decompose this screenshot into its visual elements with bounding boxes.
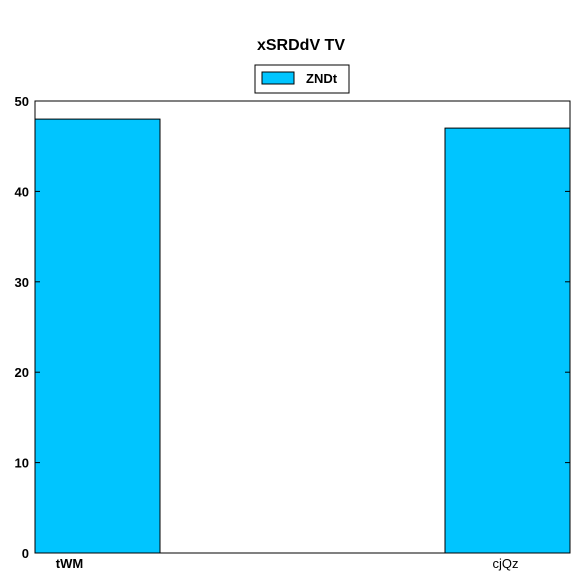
chart-title: xSRDdV TV (257, 37, 345, 54)
y-axis: 0 10 20 30 40 50 (15, 94, 570, 561)
legend-label: ZNDt (306, 71, 338, 86)
y-tick-label: 20 (15, 365, 29, 380)
bar-tWM (34, 118, 161, 554)
legend-swatch (261, 71, 295, 85)
y-tick-label: 0 (22, 546, 29, 561)
plot-frame (34, 100, 571, 554)
x-tick-label: tWM (56, 556, 83, 571)
plot-area: 0 10 20 30 40 50 tWM cjQz (15, 94, 571, 571)
x-axis: tWM cjQz (56, 556, 519, 571)
legend: ZNDt (254, 64, 350, 94)
bars-layer (34, 118, 571, 554)
bar-cjQz (444, 127, 571, 554)
y-tick-label: 10 (15, 456, 29, 471)
y-tick-label: 30 (15, 275, 29, 290)
y-tick-label: 40 (15, 184, 29, 199)
x-tick-label: cjQz (493, 556, 519, 571)
y-tick-label: 50 (15, 94, 29, 109)
